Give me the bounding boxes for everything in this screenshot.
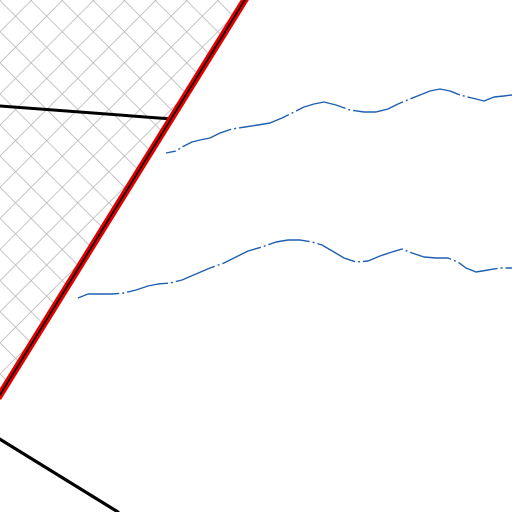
road-segment-lower — [0, 437, 120, 512]
road-segment-upper — [0, 104, 174, 121]
area-boundary-core — [0, 0, 246, 397]
stream-upper — [165, 88, 512, 154]
stream-lower — [77, 239, 512, 299]
